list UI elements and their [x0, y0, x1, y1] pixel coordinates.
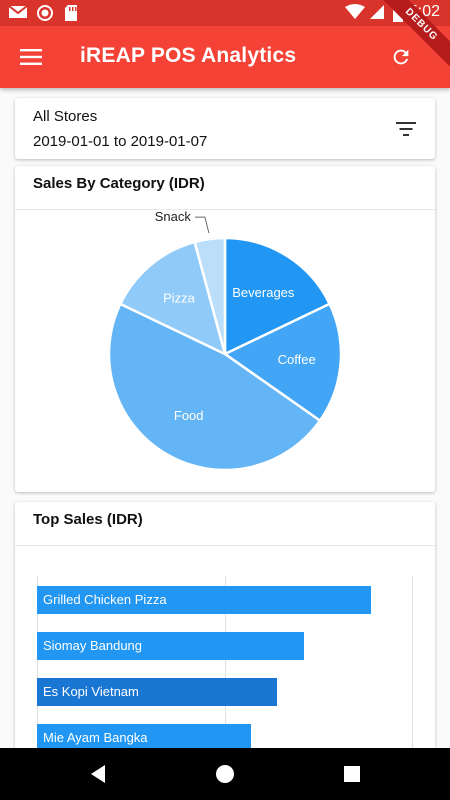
app-bar: iREAP POS Analytics — [0, 26, 450, 88]
bar-label: Mie Ayam Bangka — [43, 730, 148, 745]
home-icon — [216, 765, 234, 783]
home-button[interactable] — [213, 762, 237, 786]
top-sales-title: Top Sales (IDR) — [33, 511, 143, 528]
gridline — [37, 576, 38, 762]
sales-by-category-card: Sales By Category (IDR) Beverages Coffee F… — [15, 166, 435, 492]
pie-label-coffee: Coffee — [278, 352, 316, 367]
filter-card[interactable]: All Stores 2019-01-01 to 2019-01-07 — [15, 98, 435, 159]
top-sales-card: Top Sales (IDR) Grilled Chicken Pizza Sio… — [15, 502, 435, 762]
recents-icon — [344, 766, 360, 782]
filter-icon — [396, 122, 416, 136]
gridline — [225, 576, 226, 762]
pie-slice-beverages[interactable] — [223, 236, 332, 356]
store-name: All Stores — [33, 108, 98, 125]
date-range: 2019-01-01 to 2019-01-07 — [33, 133, 208, 150]
wifi-icon — [344, 4, 365, 20]
filter-button[interactable] — [393, 116, 419, 142]
menu-button[interactable] — [12, 38, 50, 76]
recents-button[interactable] — [340, 762, 364, 786]
back-button[interactable] — [86, 762, 110, 786]
bar-item[interactable]: Mie Ayam Bangka — [37, 724, 251, 752]
debug-label: DEBUG — [380, 0, 450, 70]
debug-banner: DEBUG — [380, 0, 450, 70]
bar-item[interactable]: Grilled Chicken Pizza — [37, 586, 371, 614]
pie-label-food: Food — [174, 408, 204, 423]
pie-leader-line — [194, 216, 210, 234]
card-divider — [15, 209, 435, 210]
gridline — [412, 576, 413, 762]
pie-chart: Beverages Coffee Food Pizza Snack — [107, 209, 343, 472]
app-title: iREAP POS Analytics — [80, 44, 297, 67]
sales-by-category-title: Sales By Category (IDR) — [33, 175, 205, 192]
pie-label-snack: Snack — [155, 209, 192, 224]
bar-label: Siomay Bandung — [43, 638, 143, 653]
hamburger-icon — [20, 49, 42, 65]
signal-icon — [369, 4, 387, 20]
pie-slice-snack[interactable] — [193, 236, 227, 355]
gmail-icon — [8, 4, 28, 20]
back-icon — [91, 765, 105, 783]
bar-label: Es Kopi Vietnam — [43, 684, 139, 699]
record-icon — [36, 4, 54, 21]
bar-chart: Grilled Chicken Pizza Siomay Bandung Es Ko… — [15, 546, 435, 762]
pie-label-pizza: Pizza — [163, 291, 196, 306]
pie-label-beverages: Beverages — [232, 285, 295, 300]
bar-label: Grilled Chicken Pizza — [43, 592, 167, 607]
sd-card-icon — [64, 4, 82, 21]
navigation-bar — [0, 748, 450, 800]
bar-item[interactable]: Es Kopi Vietnam — [37, 678, 277, 706]
status-bar: 5:02 — [0, 0, 450, 26]
bar-item[interactable]: Siomay Bandung — [37, 632, 304, 660]
pie-slice-food[interactable] — [107, 302, 322, 472]
pie-slice-pizza[interactable] — [118, 240, 227, 357]
card-divider — [15, 545, 435, 546]
pie-slice-coffee[interactable] — [222, 302, 343, 423]
